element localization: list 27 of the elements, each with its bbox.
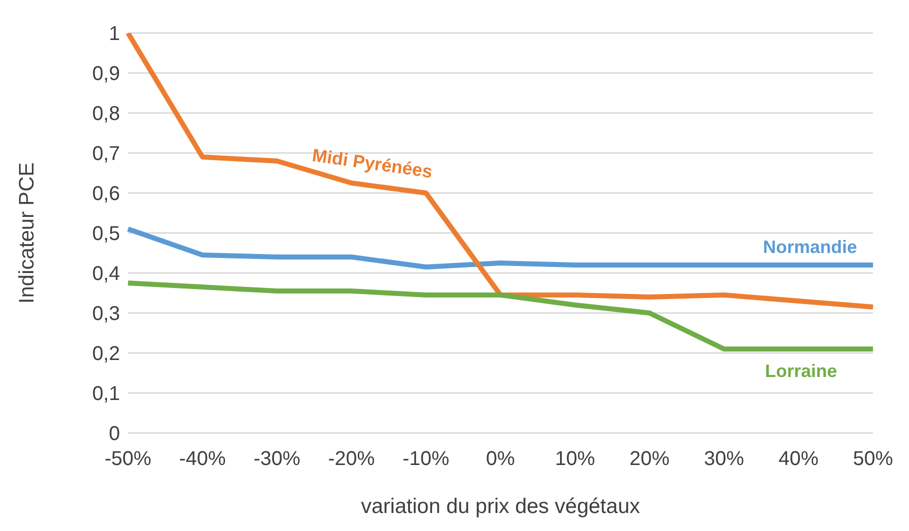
y-tick-label: 0,5	[92, 223, 120, 246]
y-axis-title: Indicateur PCE	[15, 162, 38, 304]
x-tick-label: 40%	[778, 448, 819, 470]
y-tick-label: 0,8	[92, 103, 120, 126]
x-tick-label: 0%	[486, 448, 516, 470]
x-tick-label: -30%	[254, 448, 301, 470]
text: Midi Pyrénées	[310, 145, 434, 182]
x-tick-label: -20%	[328, 448, 376, 470]
y-tick-label: 0,1	[92, 383, 120, 406]
x-tick-label: 50%	[852, 448, 894, 470]
y-tick-label: 0	[108, 423, 120, 446]
x-tick-label: -40%	[179, 448, 226, 470]
series-label: Lorraine	[765, 361, 838, 381]
y-tick-label: 0,2	[92, 343, 120, 366]
x-tick-label: -10%	[402, 448, 450, 470]
x-tick-label: 20%	[629, 448, 670, 470]
y-tick-label: 0,9	[92, 63, 120, 86]
y-tick-label: 0,6	[92, 183, 120, 206]
x-tick-label: 30%	[704, 448, 744, 470]
y-tick-label: 1	[108, 23, 120, 46]
x-tick-label: 10%	[554, 448, 596, 470]
x-tick-label: -50%	[104, 448, 152, 470]
x-axis-title: variation du prix des végétaux	[361, 495, 640, 518]
y-tick-label: 0,3	[92, 303, 120, 326]
y-tick-label: 0,7	[92, 143, 120, 166]
y-tick-label: 0,4	[92, 263, 120, 286]
series-label: Normandie	[763, 237, 858, 257]
